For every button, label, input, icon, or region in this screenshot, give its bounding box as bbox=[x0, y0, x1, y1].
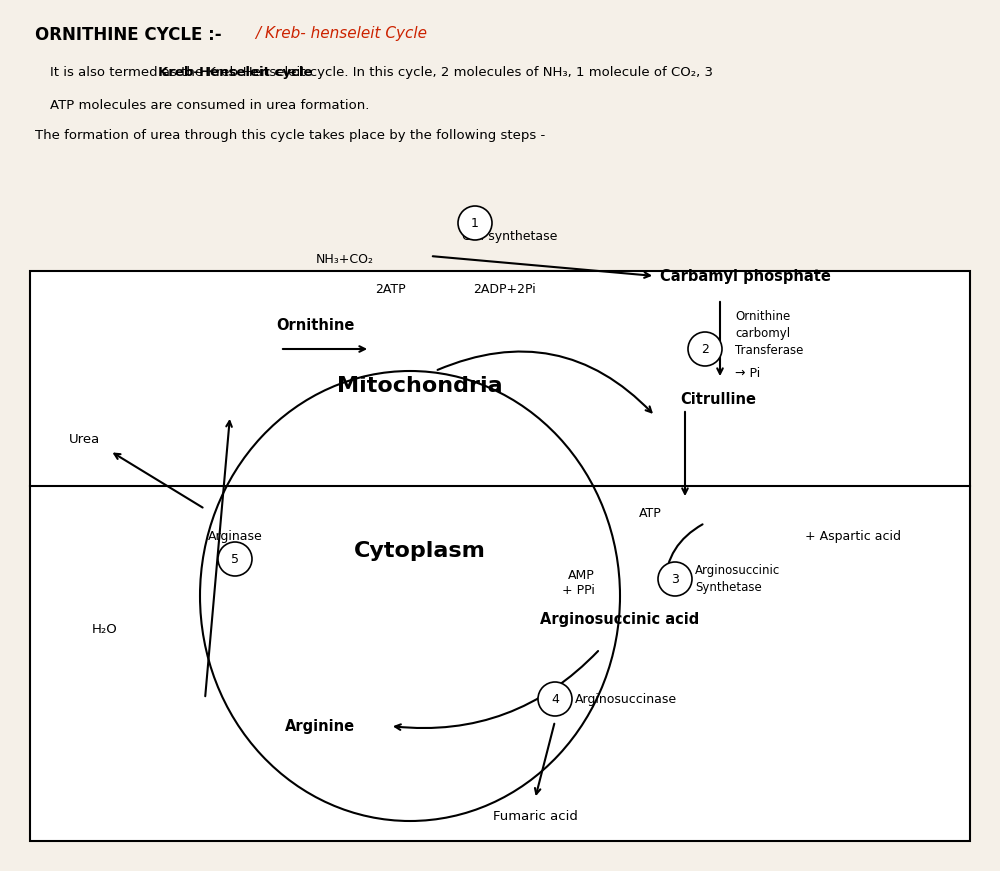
Text: H₂O: H₂O bbox=[92, 623, 118, 636]
Text: 1: 1 bbox=[471, 217, 479, 229]
Circle shape bbox=[658, 562, 692, 596]
Text: Cytoplasm: Cytoplasm bbox=[354, 541, 486, 561]
Text: Fumaric acid: Fumaric acid bbox=[493, 809, 577, 822]
Text: 2ATP: 2ATP bbox=[375, 282, 405, 295]
Text: NH₃+CO₂: NH₃+CO₂ bbox=[316, 253, 374, 266]
Text: Arginosuccinase: Arginosuccinase bbox=[575, 692, 677, 706]
Text: Arginine: Arginine bbox=[285, 719, 355, 733]
Text: 4: 4 bbox=[551, 692, 559, 706]
Text: It is also termed as the Kreb-Henseleit cycle. In this cycle, 2 molecules of NH₃: It is also termed as the Kreb-Henseleit … bbox=[50, 66, 713, 79]
Text: + Aspartic acid: + Aspartic acid bbox=[805, 530, 901, 543]
Text: Mitochondria: Mitochondria bbox=[337, 376, 503, 396]
Circle shape bbox=[538, 682, 572, 716]
Circle shape bbox=[458, 206, 492, 240]
Text: Ornithine
carbomyl
Transferase: Ornithine carbomyl Transferase bbox=[735, 309, 803, 356]
Text: 2: 2 bbox=[701, 342, 709, 355]
Text: Carbamyl phosphate: Carbamyl phosphate bbox=[660, 268, 831, 283]
Circle shape bbox=[688, 332, 722, 366]
Text: ORNITHINE CYCLE :-: ORNITHINE CYCLE :- bbox=[35, 26, 222, 44]
Text: The formation of urea through this cycle takes place by the following steps -: The formation of urea through this cycle… bbox=[35, 129, 545, 142]
FancyBboxPatch shape bbox=[30, 271, 970, 841]
Text: ATP: ATP bbox=[639, 507, 661, 519]
Text: 3: 3 bbox=[671, 572, 679, 585]
Text: → Pi: → Pi bbox=[735, 367, 760, 380]
Text: / Kreb- henseleit Cycle: / Kreb- henseleit Cycle bbox=[255, 26, 427, 41]
Text: 5: 5 bbox=[231, 552, 239, 565]
Text: Arginosuccinic acid: Arginosuccinic acid bbox=[540, 611, 700, 626]
Text: Citrulline: Citrulline bbox=[680, 391, 756, 407]
Text: ATP molecules are consumed in urea formation.: ATP molecules are consumed in urea forma… bbox=[50, 99, 369, 112]
Text: Arginase: Arginase bbox=[208, 530, 262, 543]
Text: Kreb-Henseleit cycle: Kreb-Henseleit cycle bbox=[158, 66, 312, 79]
Text: Arginosuccinic
Synthetase: Arginosuccinic Synthetase bbox=[695, 564, 780, 594]
Circle shape bbox=[218, 542, 252, 576]
Text: 2ADP+2Pi: 2ADP+2Pi bbox=[474, 282, 536, 295]
Text: C.P. synthetase: C.P. synthetase bbox=[462, 230, 558, 243]
Text: Urea: Urea bbox=[69, 433, 101, 445]
Text: Ornithine: Ornithine bbox=[276, 318, 354, 333]
Text: AMP
+ PPi: AMP + PPi bbox=[562, 569, 595, 597]
